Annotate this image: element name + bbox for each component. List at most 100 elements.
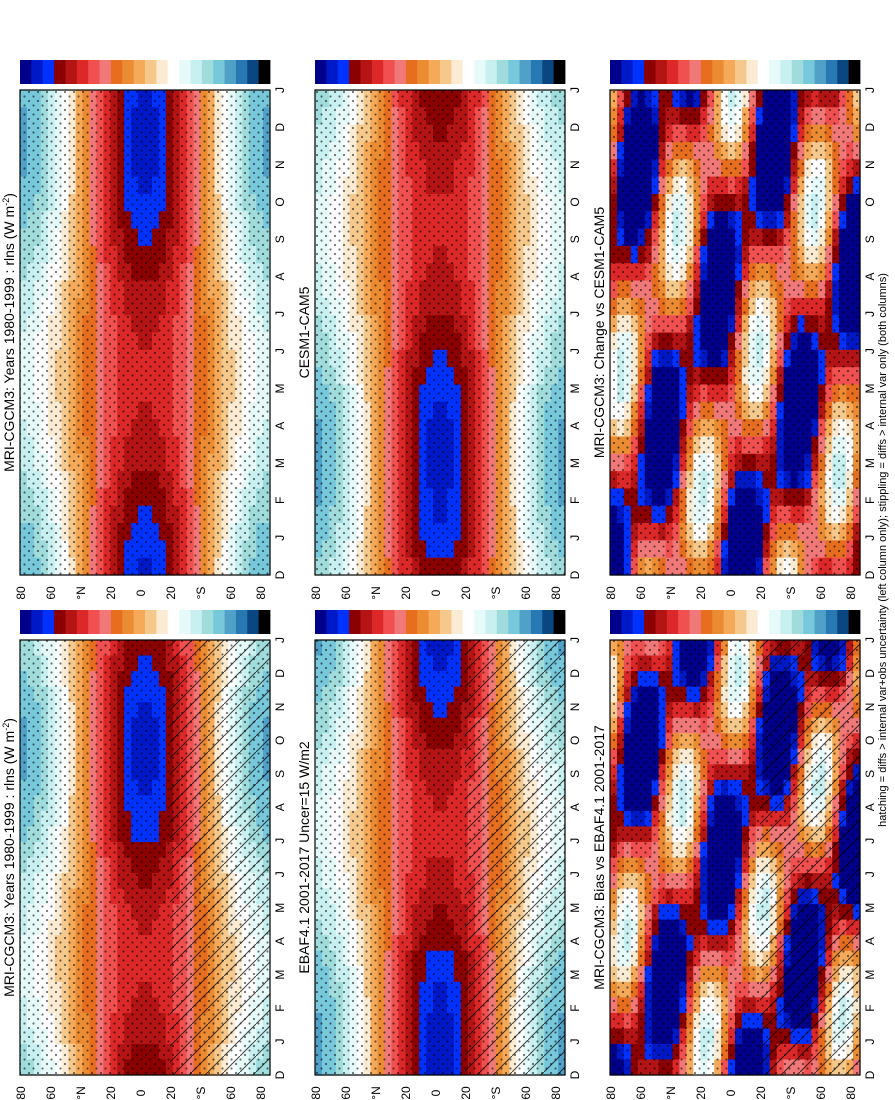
- colorbar-swatch: [542, 60, 555, 84]
- latitude-tick-label: 0: [429, 1089, 443, 1096]
- colorbar-swatch: [383, 610, 395, 634]
- colorbar-swatch: [213, 610, 225, 634]
- latitude-tick-label: 60: [224, 586, 238, 600]
- panel-frame: [19, 639, 271, 1076]
- month-tick-label: F: [568, 497, 582, 504]
- latitude-tick-label: °N: [369, 1086, 383, 1099]
- colorbar-swatch: [201, 60, 214, 84]
- colorbar-swatch: [315, 610, 327, 634]
- colorbar-swatch: [156, 60, 169, 84]
- colorbar-swatch: [417, 610, 430, 634]
- colorbar-swatch: [371, 610, 384, 634]
- colorbar-swatch: [99, 60, 112, 84]
- latitude-tick-label: 60: [44, 1086, 58, 1100]
- latitude-tick-label: 0: [134, 1089, 148, 1096]
- latitude-tick-label: 60: [519, 1086, 533, 1100]
- panel-title: MRI-CGCM3: Years 1980-1999 : rlns (W m-2…: [1, 718, 17, 997]
- latitude-tick-label: 80: [549, 1086, 563, 1100]
- month-tick-label: F: [273, 497, 287, 504]
- month-tick-label: M: [568, 970, 582, 980]
- month-tick-label: J: [273, 1039, 287, 1045]
- month-tick-label: M: [273, 970, 287, 980]
- latitude-tick-label: 20: [164, 1086, 178, 1100]
- month-tick-label: A: [273, 937, 287, 945]
- colorbar-swatch: [190, 60, 203, 84]
- colorbar-swatch: [42, 610, 55, 634]
- colorbar-swatch: [110, 610, 123, 634]
- month-tick-label: A: [273, 273, 287, 281]
- month-tick-label: N: [273, 160, 287, 169]
- colorbar-swatch: [76, 60, 89, 84]
- month-tick-label: S: [273, 770, 287, 778]
- colorbar-swatch: [360, 610, 373, 634]
- month-tick-label: J: [568, 838, 582, 844]
- panel-title: CESM1-CAM5: [296, 286, 312, 378]
- month-tick-label: D: [568, 1070, 582, 1079]
- colorbar-swatch: [394, 60, 407, 84]
- panel-frame: [314, 89, 566, 576]
- month-tick-label: A: [568, 422, 582, 430]
- latitude-tick-label: 80: [254, 1086, 268, 1100]
- colorbar-swatch: [383, 60, 395, 84]
- colorbar-swatch: [20, 610, 32, 634]
- colorbar-swatch: [20, 60, 32, 84]
- colorbar-swatch: [54, 60, 66, 84]
- colorbar-swatch: [31, 60, 44, 84]
- month-tick-label: A: [568, 273, 582, 281]
- colorbar-swatch: [88, 60, 100, 84]
- colorbar-swatch: [508, 60, 520, 84]
- colorbar-swatch: [405, 60, 418, 84]
- colorbar-swatch: [417, 60, 430, 84]
- colorbar-swatch: [474, 610, 486, 634]
- colorbar-swatch: [54, 610, 66, 634]
- latitude-tick-label: 60: [339, 586, 353, 600]
- month-tick-label: S: [568, 235, 582, 243]
- latitude-tick-label: °S: [194, 1087, 208, 1100]
- colorbar-swatch: [201, 610, 214, 634]
- colorbar-swatch: [247, 610, 260, 634]
- colorbar-swatch: [462, 610, 475, 634]
- colorbar-swatch: [88, 610, 100, 634]
- colorbar-swatch: [485, 610, 498, 634]
- month-tick-label: A: [273, 803, 287, 811]
- colorbar-swatch: [315, 60, 327, 84]
- colorbar-swatch: [156, 610, 169, 634]
- month-tick-label: D: [568, 123, 582, 132]
- colorbar-swatch: [167, 610, 180, 634]
- latitude-tick-label: 20: [399, 586, 413, 600]
- colorbar-swatch: [349, 60, 361, 84]
- month-tick-label: D: [568, 669, 582, 678]
- colorbar-swatch: [508, 610, 520, 634]
- latitude-tick-label: °S: [489, 1087, 503, 1100]
- colorbar-swatch: [258, 610, 271, 634]
- colorbar-swatch: [224, 610, 237, 634]
- colorbar-swatch: [474, 60, 486, 84]
- month-tick-label: J: [273, 871, 287, 877]
- month-tick-label: F: [273, 1004, 287, 1011]
- month-tick-label: J: [273, 348, 287, 354]
- month-tick-label: J: [273, 87, 287, 93]
- colorbar-swatch: [462, 60, 475, 84]
- month-tick-label: D: [273, 123, 287, 132]
- colorbar-swatch: [235, 60, 248, 84]
- latitude-tick-label: 20: [399, 1086, 413, 1100]
- colorbar-swatch: [451, 60, 464, 84]
- colorbar-swatch: [371, 60, 384, 84]
- month-tick-label: N: [568, 160, 582, 169]
- colorbar-swatch: [360, 60, 373, 84]
- colorbar-swatch: [145, 610, 157, 634]
- latitude-tick-label: 80: [14, 1086, 28, 1100]
- month-tick-label: N: [273, 703, 287, 712]
- month-tick-label: F: [568, 1004, 582, 1011]
- colorbar-swatch: [110, 60, 123, 84]
- colorbar-swatch: [394, 610, 407, 634]
- colorbar-swatch: [440, 60, 452, 84]
- colorbar-swatch: [428, 60, 441, 84]
- colorbar-swatch: [133, 60, 146, 84]
- colorbar-swatch: [519, 60, 532, 84]
- month-tick-label: A: [273, 422, 287, 430]
